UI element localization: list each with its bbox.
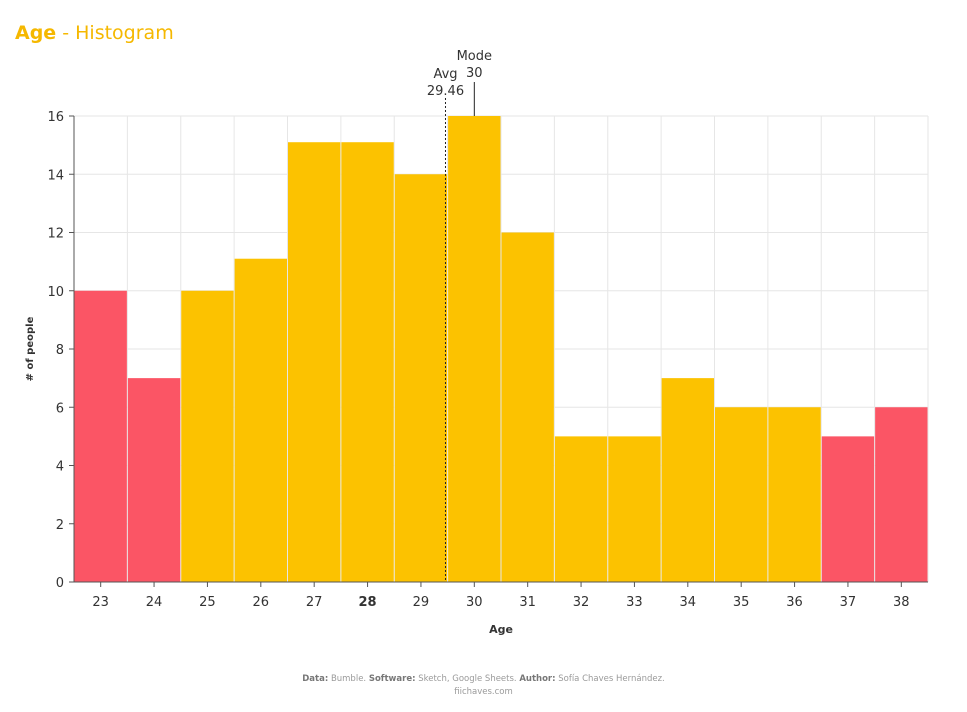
- y-axis-title: # of people: [25, 316, 36, 381]
- y-tick-label: 0: [56, 576, 64, 591]
- histogram-bar: [448, 116, 501, 582]
- x-tick-label: 28: [359, 595, 377, 610]
- histogram-bar: [74, 290, 127, 582]
- credits-software-label: Software:: [368, 674, 416, 684]
- x-tick-label: 23: [92, 595, 109, 610]
- title-separator: -: [56, 22, 76, 44]
- histogram-bar: [661, 378, 714, 582]
- histogram-bar: [554, 436, 608, 582]
- x-axis-title: Age: [489, 623, 513, 636]
- x-tick-label: 26: [253, 595, 270, 610]
- x-tick-label: 37: [840, 595, 857, 610]
- credits-site: fiichaves.com: [454, 687, 513, 697]
- y-tick-label: 16: [47, 110, 64, 125]
- histogram-bar: [288, 142, 341, 582]
- credits-author-value: Sofía Chaves Hernández.: [558, 674, 665, 684]
- histogram-bar: [394, 174, 448, 582]
- title-main: Age: [15, 22, 57, 44]
- x-tick-label: 24: [146, 595, 163, 610]
- y-tick-label: 14: [47, 168, 64, 183]
- histogram-bar: [608, 436, 661, 582]
- histogram-bar: [127, 378, 181, 582]
- histogram-bar: [768, 407, 821, 582]
- x-tick-label: 29: [413, 595, 430, 610]
- chart-title: Age - Histogram: [15, 22, 174, 44]
- credits-software-value: Sketch, Google Sheets.: [418, 674, 517, 684]
- histogram-bar: [821, 436, 875, 582]
- x-tick-label: 27: [306, 595, 323, 610]
- credits-line: Data: Bumble. Software: Sketch, Google S…: [0, 673, 967, 686]
- x-tick-label: 31: [519, 595, 536, 610]
- x-tick-label: 33: [626, 595, 643, 610]
- avg-value: 29.46: [427, 84, 464, 99]
- x-tick-label: 32: [573, 595, 590, 610]
- title-sub: Histogram: [75, 22, 174, 44]
- credits-data-label: Data:: [302, 674, 329, 684]
- mode-value: 30: [466, 66, 483, 81]
- histogram-bar: [715, 407, 768, 582]
- x-tick-label: 36: [786, 595, 803, 610]
- credits: Data: Bumble. Software: Sketch, Google S…: [0, 673, 967, 699]
- y-tick-label: 4: [56, 460, 64, 475]
- credits-author-label: Author:: [519, 674, 556, 684]
- y-tick-label: 10: [47, 285, 64, 300]
- x-tick-label: 25: [199, 595, 216, 610]
- y-tick-label: 2: [56, 518, 64, 533]
- credits-data-value: Bumble.: [330, 674, 367, 684]
- avg-label: Avg: [433, 67, 457, 82]
- y-tick-label: 12: [47, 227, 64, 242]
- mode-label: Mode: [457, 49, 492, 64]
- x-tick-label: 30: [466, 595, 483, 610]
- histogram-bar: [501, 232, 554, 582]
- x-tick-label: 38: [893, 595, 910, 610]
- histogram-bar: [341, 142, 394, 582]
- histogram-bar: [234, 258, 287, 582]
- y-tick-label: 8: [56, 343, 64, 358]
- histogram-bar: [875, 407, 928, 582]
- x-tick-label: 35: [733, 595, 750, 610]
- histogram-bar: [181, 290, 234, 582]
- x-tick-label: 34: [680, 595, 697, 610]
- y-tick-label: 6: [56, 401, 64, 416]
